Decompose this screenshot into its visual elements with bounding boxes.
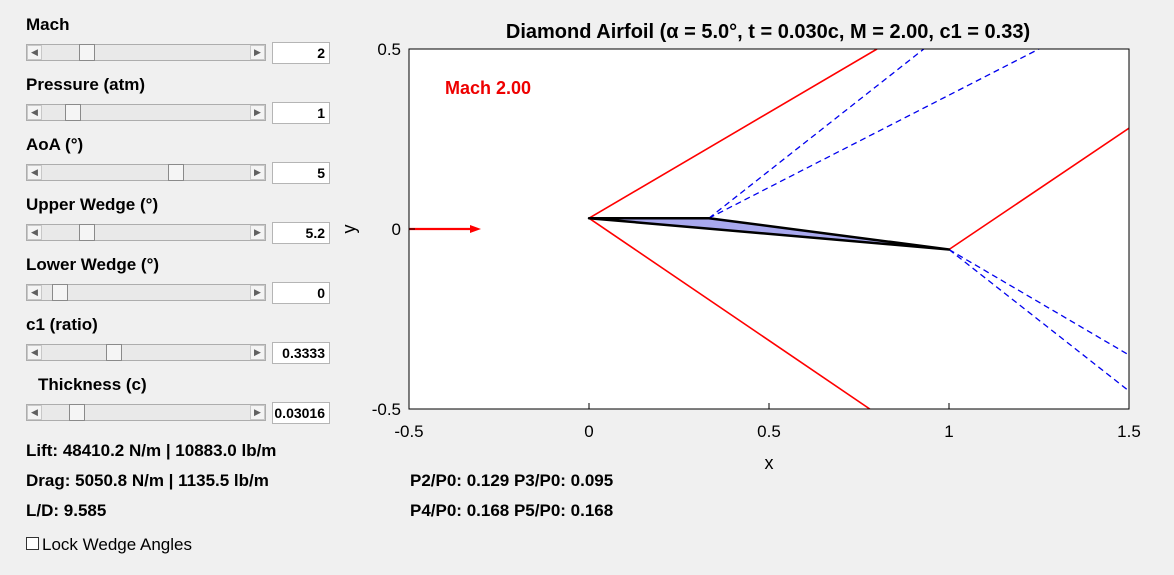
slider-left-arrow-icon[interactable]: ◀ <box>27 405 42 420</box>
slider-track[interactable] <box>42 105 250 120</box>
x-tick-label: 1 <box>944 422 953 441</box>
lift-readout: Lift: 48410.2 N/m | 10883.0 lb/m <box>26 441 277 460</box>
pressure-ratio-readout-2-3: P2/P0: 0.129 P3/P0: 0.095 <box>410 471 614 490</box>
y-tick-label: 0.5 <box>377 40 401 59</box>
y-tick-label: -0.5 <box>372 400 401 419</box>
slider-thumb[interactable] <box>106 344 123 361</box>
slider-track[interactable] <box>42 165 250 180</box>
slider-thumb[interactable] <box>51 284 68 301</box>
y-axis-label: y <box>339 225 359 234</box>
control-slider[interactable]: ◀ ▶ <box>26 224 266 241</box>
slider-track[interactable] <box>42 345 250 360</box>
slider-thumb[interactable] <box>168 164 185 181</box>
drag-readout: Drag: 5050.8 N/m | 1135.5 lb/m <box>26 471 269 490</box>
expansion-fan-line <box>948 249 1129 392</box>
control-slider[interactable]: ◀ ▶ <box>26 284 266 301</box>
plot-frame <box>408 48 1130 410</box>
shock-line <box>588 49 878 219</box>
control-value-field[interactable]: 0.3333 <box>272 342 330 364</box>
control-label: AoA (°) <box>26 135 84 154</box>
control-value-field[interactable]: 2 <box>272 42 330 64</box>
slider-track[interactable] <box>42 45 250 60</box>
mach-annotation: Mach 2.00 <box>445 78 531 98</box>
x-axis-label: x <box>765 453 774 473</box>
slider-left-arrow-icon[interactable]: ◀ <box>27 285 42 300</box>
expansion-fan-line <box>708 49 1040 219</box>
control-label: Thickness (c) <box>38 375 147 394</box>
slider-right-arrow-icon[interactable]: ▶ <box>250 165 265 180</box>
expansion-fan-line <box>708 49 925 219</box>
control-label: Lower Wedge (°) <box>26 255 160 274</box>
control-label: Upper Wedge (°) <box>26 195 159 214</box>
chart-title: Diamond Airfoil (α = 5.0°, t = 0.030c, M… <box>506 21 1030 43</box>
slider-right-arrow-icon[interactable]: ▶ <box>250 105 265 120</box>
control-value-field[interactable]: 0.03016 <box>272 402 330 424</box>
control-value-field[interactable]: 5.2 <box>272 222 330 244</box>
pressure-ratio-readout-4-5: P4/P0: 0.168 P5/P0: 0.168 <box>410 501 614 520</box>
checkbox-icon[interactable] <box>26 537 39 551</box>
slider-track[interactable] <box>42 225 250 240</box>
control-value-field[interactable]: 1 <box>272 102 330 124</box>
slider-thumb[interactable] <box>69 404 86 421</box>
shock-line <box>948 127 1129 251</box>
slider-right-arrow-icon[interactable]: ▶ <box>250 405 265 420</box>
control-value-field[interactable]: 0 <box>272 282 330 304</box>
x-tick-label: 0.5 <box>757 422 781 441</box>
slider-right-arrow-icon[interactable]: ▶ <box>250 345 265 360</box>
control-slider[interactable]: ◀ ▶ <box>26 404 266 421</box>
x-tick-label: 1.5 <box>1117 422 1141 441</box>
x-tick-label: 0 <box>584 422 593 441</box>
control-slider[interactable]: ◀ ▶ <box>26 344 266 361</box>
control-label: Pressure (atm) <box>26 75 146 94</box>
slider-left-arrow-icon[interactable]: ◀ <box>27 165 42 180</box>
lock-wedge-checkbox[interactable]: Lock Wedge Angles <box>26 535 192 555</box>
x-tick-label: -0.5 <box>394 422 423 441</box>
lock-wedge-label: Lock Wedge Angles <box>42 535 192 554</box>
airfoil-body <box>587 216 951 251</box>
slider-right-arrow-icon[interactable]: ▶ <box>250 45 265 60</box>
slider-right-arrow-icon[interactable]: ▶ <box>250 225 265 240</box>
control-label: c1 (ratio) <box>26 315 98 334</box>
slider-left-arrow-icon[interactable]: ◀ <box>27 225 42 240</box>
slider-thumb[interactable] <box>65 104 82 121</box>
expansion-fan-line <box>948 248 1129 356</box>
flow-arrow-head-icon <box>470 225 481 233</box>
control-slider[interactable]: ◀ ▶ <box>26 164 266 181</box>
slider-left-arrow-icon[interactable]: ◀ <box>27 105 42 120</box>
slider-right-arrow-icon[interactable]: ▶ <box>250 285 265 300</box>
slider-thumb[interactable] <box>78 44 95 61</box>
slider-track[interactable] <box>42 285 250 300</box>
control-slider[interactable]: ◀ ▶ <box>26 44 266 61</box>
shock-line <box>588 217 871 409</box>
slider-track[interactable] <box>42 405 250 420</box>
y-tick-label: 0 <box>392 220 401 239</box>
control-slider[interactable]: ◀ ▶ <box>26 104 266 121</box>
control-value-field[interactable]: 5 <box>272 162 330 184</box>
plot-area <box>409 49 1129 409</box>
slider-left-arrow-icon[interactable]: ◀ <box>27 45 42 60</box>
slider-left-arrow-icon[interactable]: ◀ <box>27 345 42 360</box>
slider-thumb[interactable] <box>78 224 95 241</box>
lift-drag-ratio-readout: L/D: 9.585 <box>26 501 107 520</box>
control-label: Mach <box>26 15 70 34</box>
